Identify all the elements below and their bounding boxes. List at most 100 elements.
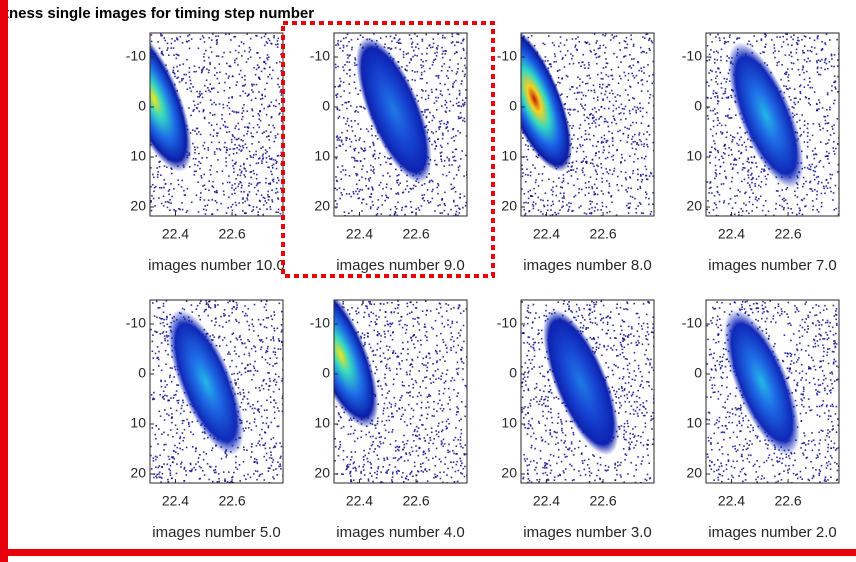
noise <box>235 456 237 458</box>
noise <box>642 108 644 110</box>
noise <box>336 189 338 191</box>
noise <box>343 82 345 84</box>
noise <box>831 174 833 176</box>
noise <box>650 94 652 96</box>
noise <box>335 64 337 66</box>
noise <box>231 312 233 314</box>
noise <box>716 50 718 52</box>
noise <box>717 112 719 114</box>
noise <box>217 481 219 483</box>
noise <box>426 376 428 378</box>
noise <box>423 65 425 67</box>
noise <box>566 75 568 77</box>
noise <box>266 208 268 210</box>
noise <box>597 194 599 196</box>
noise <box>273 351 275 353</box>
noise <box>459 105 461 107</box>
noise <box>204 185 206 187</box>
noise <box>421 205 423 207</box>
noise <box>413 50 415 52</box>
noise <box>392 339 394 341</box>
noise <box>269 74 271 76</box>
noise <box>613 53 615 55</box>
noise <box>250 38 252 40</box>
noise <box>206 68 208 70</box>
noise <box>335 44 337 46</box>
noise <box>209 301 211 303</box>
noise <box>224 90 226 92</box>
noise <box>397 192 399 194</box>
noise <box>647 64 649 66</box>
noise <box>547 205 549 207</box>
noise <box>562 58 564 60</box>
noise <box>353 193 355 195</box>
noise <box>236 204 238 206</box>
noise <box>432 189 434 191</box>
noise <box>241 191 243 193</box>
noise <box>263 68 265 70</box>
noise <box>609 92 611 94</box>
noise <box>206 453 208 455</box>
noise <box>449 172 451 174</box>
noise <box>744 167 746 169</box>
noise <box>395 169 397 171</box>
noise <box>623 113 625 115</box>
noise <box>207 315 209 317</box>
noise <box>400 368 402 370</box>
noise <box>441 440 443 442</box>
noise <box>756 207 758 209</box>
noise <box>746 161 748 163</box>
noise <box>826 179 828 181</box>
noise <box>211 39 213 41</box>
image <box>706 33 841 218</box>
noise <box>277 328 279 330</box>
noise <box>456 103 458 105</box>
noise <box>272 125 274 127</box>
noise <box>261 346 263 348</box>
noise <box>256 132 258 134</box>
noise <box>781 189 783 191</box>
noise <box>594 207 596 209</box>
noise <box>444 104 446 106</box>
noise <box>761 39 763 41</box>
noise <box>261 405 263 407</box>
noise <box>182 449 184 451</box>
noise <box>247 195 249 197</box>
noise <box>200 102 202 104</box>
noise <box>444 50 446 52</box>
noise <box>588 67 590 69</box>
noise <box>774 50 776 52</box>
noise <box>266 327 268 329</box>
noise <box>416 95 418 97</box>
noise <box>218 478 220 480</box>
noise <box>161 370 163 372</box>
noise <box>422 40 424 42</box>
noise <box>804 206 806 208</box>
noise <box>450 339 452 341</box>
noise <box>219 345 221 347</box>
noise <box>171 416 173 418</box>
noise <box>268 38 270 40</box>
noise <box>263 380 265 382</box>
noise <box>228 351 230 353</box>
noise <box>166 319 168 321</box>
noise <box>230 51 232 53</box>
noise <box>261 95 263 97</box>
noise <box>157 176 159 178</box>
noise <box>362 466 364 468</box>
noise <box>264 45 266 47</box>
noise <box>580 146 582 148</box>
noise <box>837 59 839 61</box>
noise <box>341 132 343 134</box>
noise <box>731 154 733 156</box>
noise <box>180 436 182 438</box>
noise <box>803 131 805 133</box>
noise <box>354 65 356 67</box>
noise <box>582 54 584 56</box>
noise <box>782 36 784 38</box>
noise <box>433 38 435 40</box>
noise <box>628 203 630 205</box>
noise <box>401 209 403 211</box>
noise <box>267 76 269 78</box>
noise <box>401 456 403 458</box>
